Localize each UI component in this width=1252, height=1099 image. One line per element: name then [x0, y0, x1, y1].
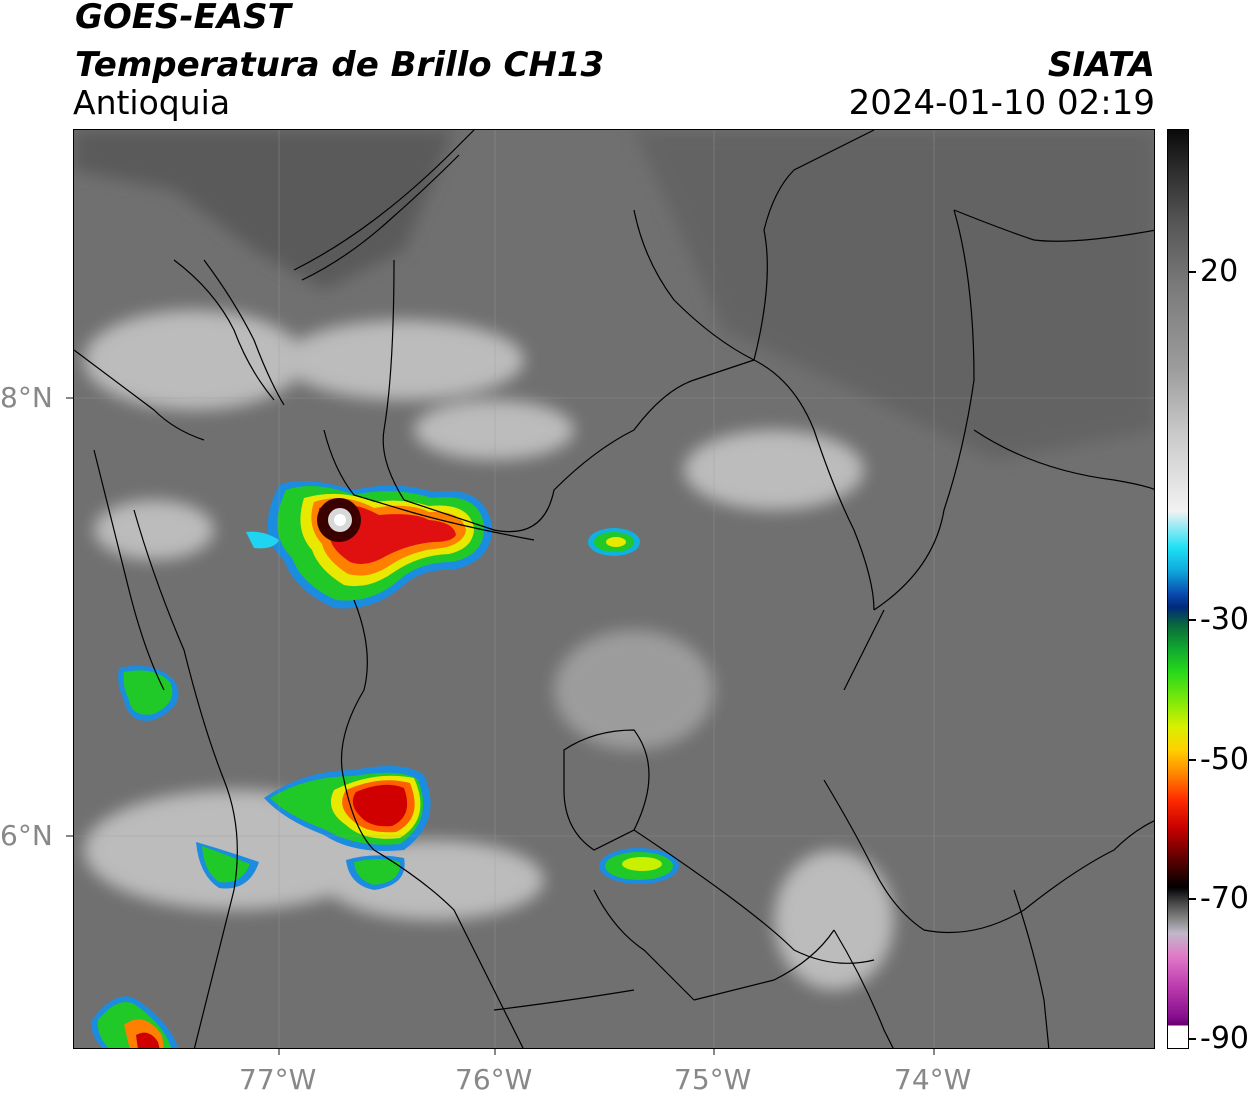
storm-cell-small-east [588, 528, 640, 556]
storm-cell-southeast [599, 848, 679, 884]
y-label-6n: 6°N [0, 819, 53, 852]
agency-label: SIATA [1047, 45, 1155, 85]
datetime-label: 2024-01-10 02:19 [848, 83, 1155, 123]
sea-region [74, 130, 454, 290]
colorbar-tick-neg70 [1189, 898, 1196, 900]
region-label: Antioquia [73, 83, 231, 122]
x-label-77w: 77°W [239, 1063, 317, 1096]
storm-cell-southwest [196, 842, 259, 889]
temperature-colorbar [1167, 129, 1189, 1049]
product-title: Temperatura de Brillo CH13 [75, 45, 605, 85]
x-label-75w: 75°W [674, 1063, 752, 1096]
graticule [74, 130, 1154, 1048]
colorbar-tick-neg50 [1189, 759, 1196, 761]
x-tick-76w [494, 1049, 496, 1055]
storm-cell-bottom-left [91, 996, 179, 1048]
satellite-title: GOES-EAST [75, 0, 291, 37]
colorbar-tick-neg90 [1189, 1038, 1196, 1040]
satellite-map[interactable] [73, 129, 1155, 1049]
x-label-76w: 76°W [455, 1063, 533, 1096]
boundary-lines [74, 130, 1154, 1048]
storm-cell-south [264, 766, 431, 890]
colorbar-label-neg50: -50 [1200, 742, 1249, 777]
colorbar-label-20: 20 [1200, 254, 1239, 289]
x-tick-75w [713, 1049, 715, 1055]
x-tick-74w [933, 1049, 935, 1055]
y-tick-8n [66, 397, 73, 399]
colorbar-tick-20 [1189, 271, 1196, 273]
y-tick-6n [66, 835, 73, 837]
x-label-74w: 74°W [894, 1063, 972, 1096]
map-canvas [74, 130, 1154, 1048]
y-label-8n: 8°N [0, 381, 53, 414]
colorbar-tick-neg30 [1189, 619, 1196, 621]
colorbar-label-neg90: -90 [1200, 1021, 1249, 1056]
dark-plain-region [634, 130, 1154, 460]
colorbar-label-neg30: -30 [1200, 602, 1249, 637]
x-tick-77w [278, 1049, 280, 1055]
colorbar-label-neg70: -70 [1200, 881, 1249, 916]
